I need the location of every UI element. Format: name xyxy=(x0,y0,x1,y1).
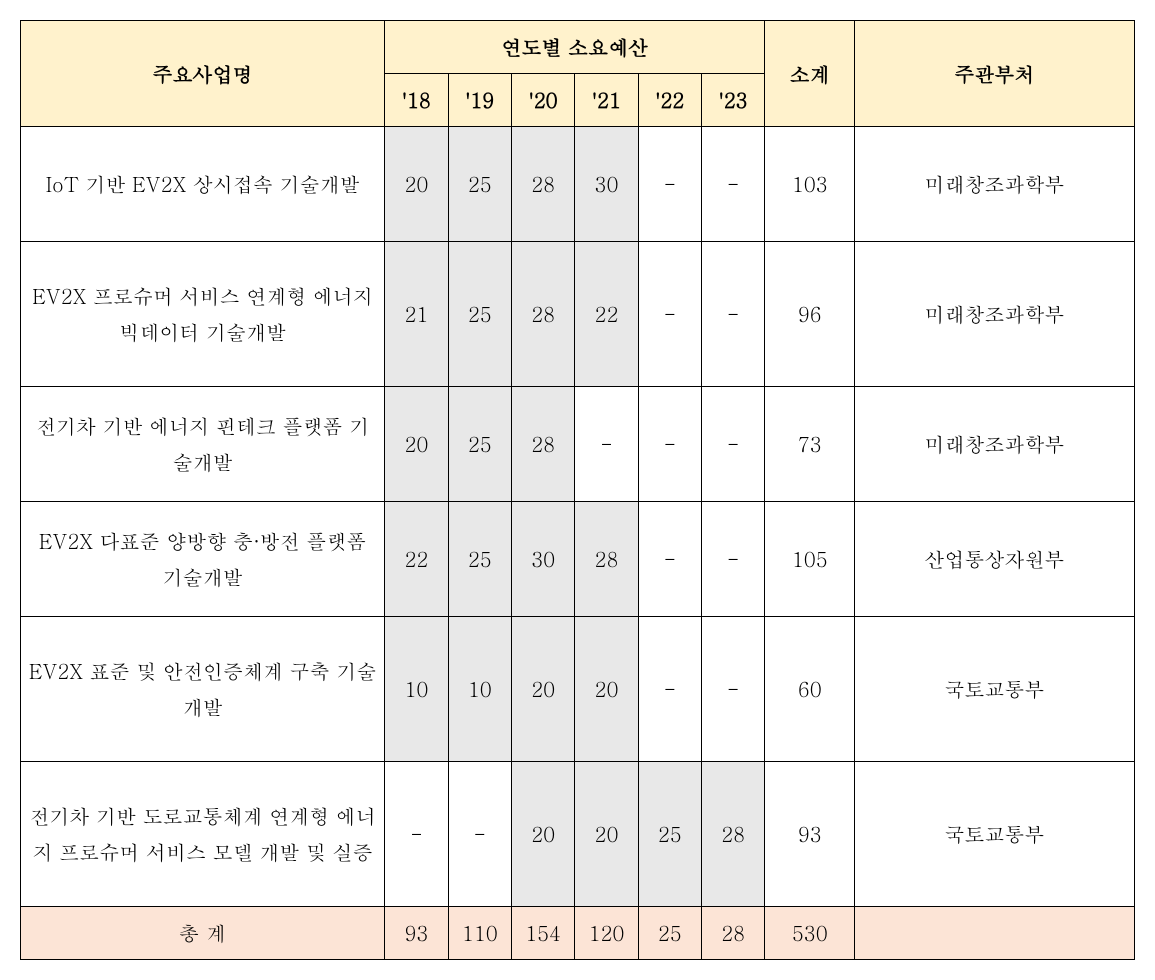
cell-value: 30 xyxy=(511,502,574,617)
table-row: EV2X 프로슈머 서비스 연계형 에너지 빅데이터 기술개발 21 25 28… xyxy=(21,242,1135,387)
cell-value: 20 xyxy=(511,617,574,762)
cell-department: 산업통상자원부 xyxy=(855,502,1135,617)
cell-total-subtotal: 530 xyxy=(765,907,855,960)
header-year-18: '18 xyxy=(385,74,448,127)
header-department: 주관부처 xyxy=(855,21,1135,127)
cell-department: 미래창조과학부 xyxy=(855,242,1135,387)
cell-value: 25 xyxy=(448,387,511,502)
cell-value: - xyxy=(575,387,638,502)
cell-project: EV2X 프로슈머 서비스 연계형 에너지 빅데이터 기술개발 xyxy=(21,242,385,387)
cell-total-department xyxy=(855,907,1135,960)
cell-value: - xyxy=(638,617,701,762)
table-header-row-1: 주요사업명 연도별 소요예산 소계 주관부처 xyxy=(21,21,1135,74)
cell-subtotal: 96 xyxy=(765,242,855,387)
cell-value: - xyxy=(638,387,701,502)
cell-total-value: 28 xyxy=(701,907,764,960)
cell-project: EV2X 다표준 양방향 충·방전 플랫폼 기술개발 xyxy=(21,502,385,617)
cell-value: 10 xyxy=(385,617,448,762)
table-row: 전기차 기반 도로교통체계 연계형 에너지 프로슈머 서비스 모델 개발 및 실… xyxy=(21,762,1135,907)
cell-total-value: 25 xyxy=(638,907,701,960)
cell-value: 30 xyxy=(575,127,638,242)
table-total-row: 총 계 93 110 154 120 25 28 530 xyxy=(21,907,1135,960)
table-row: 전기차 기반 에너지 핀테크 플랫폼 기술개발 20 25 28 - - - 7… xyxy=(21,387,1135,502)
header-year-23: '23 xyxy=(701,74,764,127)
cell-value: 28 xyxy=(701,762,764,907)
cell-value: 28 xyxy=(575,502,638,617)
cell-value: 20 xyxy=(385,127,448,242)
cell-value: - xyxy=(638,242,701,387)
cell-value: - xyxy=(701,617,764,762)
cell-value: - xyxy=(701,127,764,242)
cell-value: 25 xyxy=(448,242,511,387)
cell-value: 21 xyxy=(385,242,448,387)
table-row: IoT 기반 EV2X 상시접속 기술개발 20 25 28 30 - - 10… xyxy=(21,127,1135,242)
cell-value: 10 xyxy=(448,617,511,762)
header-subtotal: 소계 xyxy=(765,21,855,127)
cell-department: 미래창조과학부 xyxy=(855,127,1135,242)
header-year-19: '19 xyxy=(448,74,511,127)
cell-value: - xyxy=(638,502,701,617)
cell-department: 국토교통부 xyxy=(855,762,1135,907)
cell-value: - xyxy=(385,762,448,907)
cell-project: EV2X 표준 및 안전인증체계 구축 기술개발 xyxy=(21,617,385,762)
cell-value: - xyxy=(701,242,764,387)
cell-value: 25 xyxy=(448,502,511,617)
cell-value: - xyxy=(638,127,701,242)
cell-value: 28 xyxy=(511,387,574,502)
cell-value: 25 xyxy=(638,762,701,907)
cell-value: - xyxy=(701,387,764,502)
cell-total-label: 총 계 xyxy=(21,907,385,960)
header-project: 주요사업명 xyxy=(21,21,385,127)
cell-value: 25 xyxy=(448,127,511,242)
header-year-22: '22 xyxy=(638,74,701,127)
cell-value: 22 xyxy=(575,242,638,387)
cell-department: 국토교통부 xyxy=(855,617,1135,762)
cell-subtotal: 93 xyxy=(765,762,855,907)
cell-project: 전기차 기반 에너지 핀테크 플랫폼 기술개발 xyxy=(21,387,385,502)
cell-value: 22 xyxy=(385,502,448,617)
cell-total-value: 120 xyxy=(575,907,638,960)
cell-value: - xyxy=(448,762,511,907)
cell-subtotal: 103 xyxy=(765,127,855,242)
cell-value: 20 xyxy=(575,617,638,762)
cell-total-value: 154 xyxy=(511,907,574,960)
budget-table: 주요사업명 연도별 소요예산 소계 주관부처 '18 '19 '20 '21 '… xyxy=(20,20,1135,960)
cell-value: - xyxy=(701,502,764,617)
cell-value: 20 xyxy=(385,387,448,502)
cell-value: 28 xyxy=(511,242,574,387)
header-budget-group: 연도별 소요예산 xyxy=(385,21,765,74)
cell-value: 20 xyxy=(511,762,574,907)
cell-total-value: 110 xyxy=(448,907,511,960)
cell-subtotal: 105 xyxy=(765,502,855,617)
cell-project: 전기차 기반 도로교통체계 연계형 에너지 프로슈머 서비스 모델 개발 및 실… xyxy=(21,762,385,907)
cell-project: IoT 기반 EV2X 상시접속 기술개발 xyxy=(21,127,385,242)
cell-value: 20 xyxy=(575,762,638,907)
cell-subtotal: 60 xyxy=(765,617,855,762)
table-body: IoT 기반 EV2X 상시접속 기술개발 20 25 28 30 - - 10… xyxy=(21,127,1135,960)
cell-total-value: 93 xyxy=(385,907,448,960)
header-year-21: '21 xyxy=(575,74,638,127)
cell-department: 미래창조과학부 xyxy=(855,387,1135,502)
cell-subtotal: 73 xyxy=(765,387,855,502)
table-row: EV2X 표준 및 안전인증체계 구축 기술개발 10 10 20 20 - -… xyxy=(21,617,1135,762)
table-row: EV2X 다표준 양방향 충·방전 플랫폼 기술개발 22 25 30 28 -… xyxy=(21,502,1135,617)
cell-value: 28 xyxy=(511,127,574,242)
header-year-20: '20 xyxy=(511,74,574,127)
